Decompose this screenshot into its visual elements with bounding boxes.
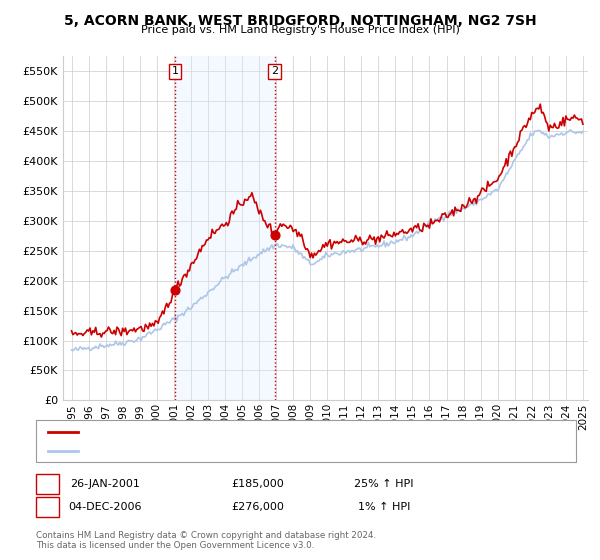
Text: 1: 1 — [44, 478, 51, 491]
Text: 2: 2 — [44, 500, 51, 514]
Bar — [175, 56, 275, 400]
Point — [270, 231, 280, 240]
Text: 1% ↑ HPI: 1% ↑ HPI — [358, 502, 410, 512]
Text: 2: 2 — [271, 67, 278, 77]
Text: HPI: Average price, detached house, Rushcliffe: HPI: Average price, detached house, Rush… — [87, 446, 316, 456]
Text: 26-JAN-2001: 26-JAN-2001 — [70, 479, 140, 489]
Text: 04-DEC-2006: 04-DEC-2006 — [68, 502, 142, 512]
Point — [170, 285, 180, 294]
Text: 5, ACORN BANK, WEST BRIDGFORD, NOTTINGHAM, NG2 7SH (detached house): 5, ACORN BANK, WEST BRIDGFORD, NOTTINGHA… — [87, 427, 474, 437]
Text: 25% ↑ HPI: 25% ↑ HPI — [354, 479, 414, 489]
Text: £276,000: £276,000 — [232, 502, 284, 512]
Text: Contains HM Land Registry data © Crown copyright and database right 2024.
This d: Contains HM Land Registry data © Crown c… — [36, 530, 376, 550]
Text: Price paid vs. HM Land Registry's House Price Index (HPI): Price paid vs. HM Land Registry's House … — [140, 25, 460, 35]
Text: £185,000: £185,000 — [232, 479, 284, 489]
Text: 1: 1 — [172, 67, 178, 77]
Text: 5, ACORN BANK, WEST BRIDGFORD, NOTTINGHAM, NG2 7SH: 5, ACORN BANK, WEST BRIDGFORD, NOTTINGHA… — [64, 14, 536, 28]
